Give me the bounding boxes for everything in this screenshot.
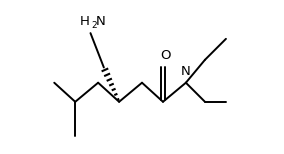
Text: N: N — [181, 65, 191, 78]
Text: H: H — [80, 15, 89, 28]
Text: N: N — [95, 15, 105, 28]
Text: O: O — [160, 49, 171, 62]
Text: 2: 2 — [91, 21, 97, 30]
